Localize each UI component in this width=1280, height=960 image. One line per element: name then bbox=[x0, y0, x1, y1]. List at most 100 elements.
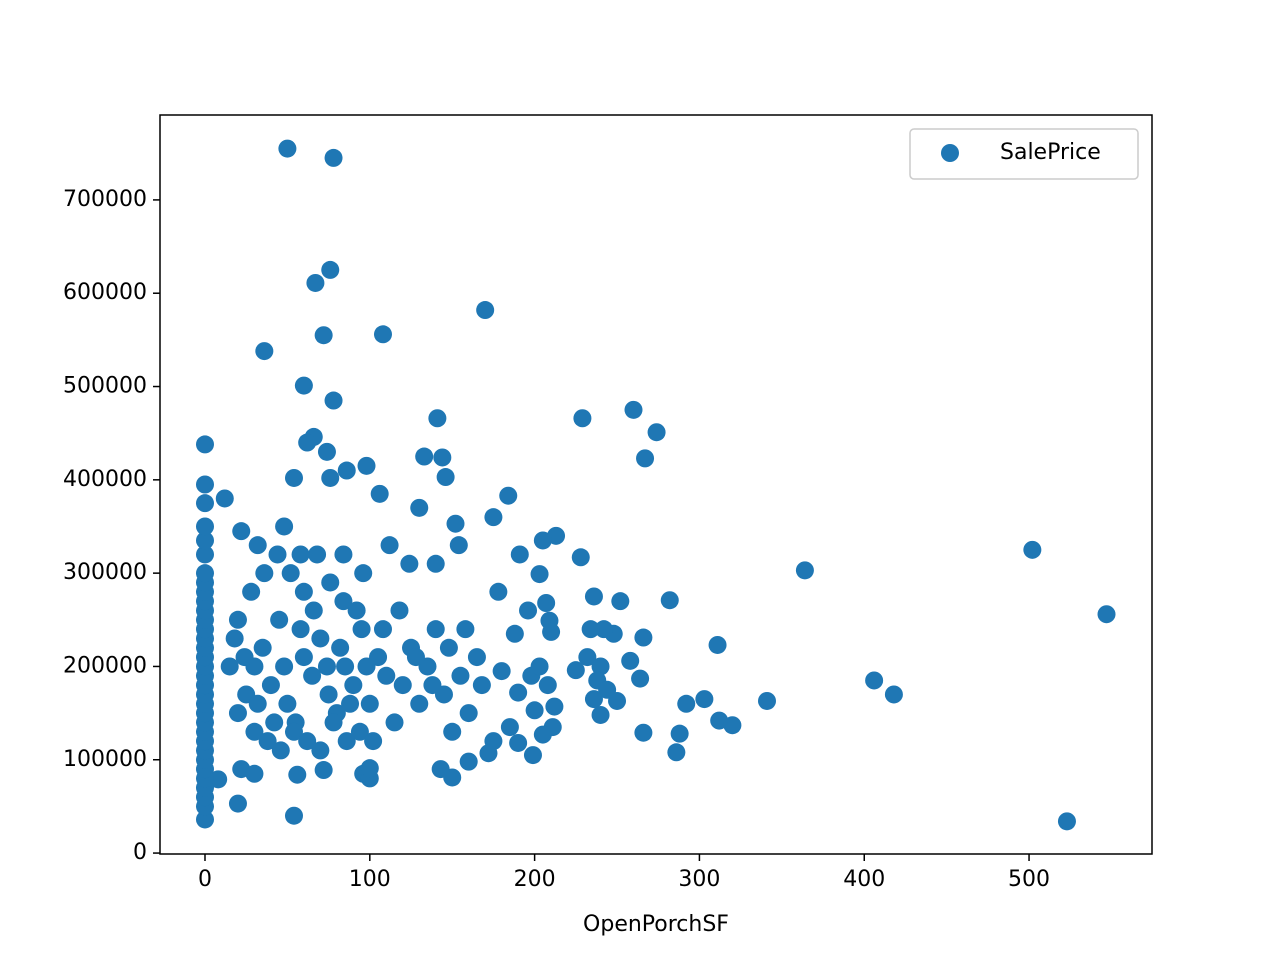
point bbox=[431, 760, 450, 779]
point bbox=[667, 743, 686, 762]
y-tick-label: 100000 bbox=[63, 747, 147, 772]
point bbox=[545, 697, 564, 716]
point bbox=[467, 648, 486, 667]
point bbox=[695, 690, 714, 709]
point bbox=[533, 531, 552, 550]
point bbox=[591, 705, 610, 724]
legend-label: SalePrice bbox=[1000, 140, 1101, 165]
point bbox=[248, 536, 267, 555]
point bbox=[278, 694, 297, 713]
point bbox=[265, 713, 284, 732]
point bbox=[242, 582, 261, 601]
point bbox=[311, 741, 330, 760]
point bbox=[426, 620, 445, 639]
point bbox=[294, 648, 313, 667]
point bbox=[406, 648, 425, 667]
point bbox=[352, 620, 371, 639]
point bbox=[294, 582, 313, 601]
point bbox=[472, 676, 491, 695]
point bbox=[533, 725, 552, 744]
y-tick-label: 500000 bbox=[63, 374, 147, 399]
point bbox=[228, 610, 247, 629]
point bbox=[660, 591, 679, 610]
point bbox=[357, 456, 376, 475]
point bbox=[344, 676, 363, 695]
point bbox=[373, 325, 392, 344]
point bbox=[248, 694, 267, 713]
point bbox=[509, 683, 528, 702]
point bbox=[245, 722, 264, 741]
point bbox=[321, 573, 340, 592]
point bbox=[195, 494, 214, 513]
point bbox=[525, 701, 544, 720]
point bbox=[530, 657, 549, 676]
point bbox=[304, 601, 323, 620]
point bbox=[324, 148, 343, 167]
point bbox=[428, 409, 447, 428]
point bbox=[268, 545, 287, 564]
point bbox=[390, 601, 409, 620]
plot-frame bbox=[159, 114, 1153, 855]
point bbox=[294, 376, 313, 395]
point bbox=[373, 620, 392, 639]
point bbox=[393, 676, 412, 695]
point bbox=[337, 732, 356, 751]
point bbox=[584, 690, 603, 709]
point bbox=[354, 564, 373, 583]
x-tick-label: 200 bbox=[514, 867, 556, 892]
point bbox=[433, 448, 452, 467]
point bbox=[225, 629, 244, 648]
point bbox=[423, 676, 442, 695]
point bbox=[571, 548, 590, 567]
x-tick-label: 500 bbox=[1008, 867, 1050, 892]
point bbox=[1057, 812, 1076, 831]
point bbox=[195, 545, 214, 564]
point bbox=[594, 620, 613, 639]
point bbox=[415, 447, 434, 466]
x-axis-label: OpenPorchSF bbox=[583, 912, 729, 937]
point bbox=[884, 685, 903, 704]
point bbox=[634, 628, 653, 647]
point bbox=[573, 409, 592, 428]
point bbox=[578, 648, 597, 667]
point bbox=[195, 531, 214, 550]
point bbox=[598, 680, 617, 699]
point bbox=[459, 704, 478, 723]
point bbox=[235, 648, 254, 667]
point bbox=[255, 564, 274, 583]
point bbox=[324, 391, 343, 410]
point bbox=[278, 139, 297, 158]
point bbox=[456, 620, 475, 639]
point bbox=[476, 301, 495, 320]
point bbox=[410, 694, 429, 713]
point bbox=[220, 657, 239, 676]
point bbox=[228, 704, 247, 723]
point bbox=[523, 746, 542, 765]
point bbox=[284, 468, 303, 487]
point bbox=[758, 691, 777, 710]
point bbox=[209, 770, 228, 789]
point bbox=[306, 273, 325, 292]
point bbox=[795, 561, 814, 580]
y-tick-label: 400000 bbox=[63, 467, 147, 492]
point bbox=[360, 694, 379, 713]
x-tick-label: 0 bbox=[198, 867, 212, 892]
point bbox=[271, 741, 290, 760]
point bbox=[261, 676, 280, 695]
legend-marker bbox=[941, 144, 959, 162]
point bbox=[195, 810, 214, 829]
y-tick-label: 300000 bbox=[63, 560, 147, 585]
point bbox=[314, 326, 333, 345]
point bbox=[591, 657, 610, 676]
point bbox=[631, 669, 650, 688]
point bbox=[321, 468, 340, 487]
point bbox=[334, 545, 353, 564]
point bbox=[341, 694, 360, 713]
point bbox=[195, 564, 214, 583]
point bbox=[723, 716, 742, 735]
point bbox=[584, 587, 603, 606]
point bbox=[360, 759, 379, 778]
point bbox=[334, 592, 353, 611]
point bbox=[364, 732, 383, 751]
point bbox=[677, 694, 696, 713]
